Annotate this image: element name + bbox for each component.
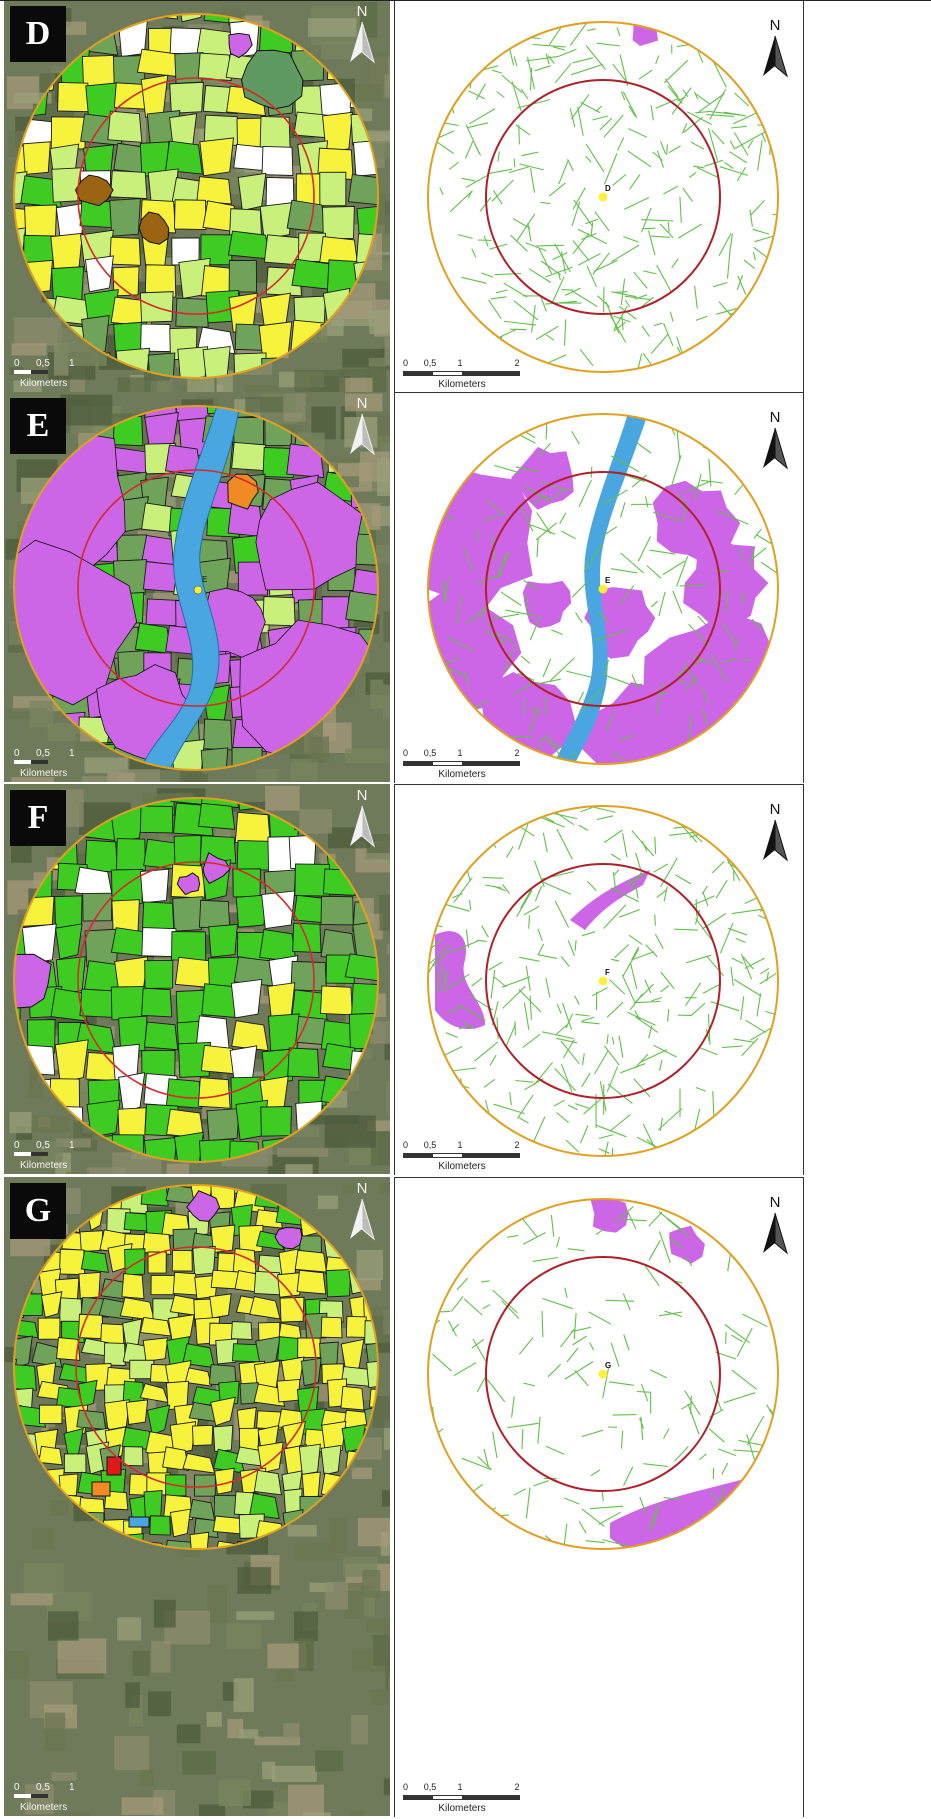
hedgerow-map-panel: D N 0 0,5 1 2 Kilometers xyxy=(394,0,804,393)
north-arrow: N xyxy=(350,787,375,848)
site-point-label: G xyxy=(605,1361,611,1370)
land-use-map-panel: N 0 0,5 1 Kilometers D xyxy=(4,0,390,392)
north-label: N xyxy=(357,3,368,20)
scale-unit-label: Kilometers xyxy=(20,1802,67,1813)
buffer-rings xyxy=(13,1184,379,1550)
scale-tick: 1 xyxy=(457,358,462,368)
scale-tick: 2 xyxy=(514,1782,519,1792)
scale-tick: 0,5 xyxy=(424,1782,437,1792)
site-point: G xyxy=(598,1361,611,1379)
scale-tick: 0 xyxy=(14,1140,20,1151)
scale-tick: 0,5 xyxy=(424,358,437,368)
frame-top-line xyxy=(0,0,931,1)
site-point: E xyxy=(193,575,207,595)
north-arrow: N xyxy=(763,801,788,862)
site-point-label: D xyxy=(605,184,611,193)
north-arrow: N xyxy=(350,395,375,456)
scale-unit-label: Kilometers xyxy=(20,768,67,779)
panel-letter: G xyxy=(10,1183,66,1239)
scale-tick: 2 xyxy=(514,1140,519,1150)
north-label: N xyxy=(770,801,781,818)
buffer-rings xyxy=(427,21,779,373)
buffer-rings xyxy=(13,13,379,379)
scale-unit-label: Kilometers xyxy=(438,379,485,390)
scale-unit-label: Kilometers xyxy=(438,1161,485,1172)
scale-tick: 0,5 xyxy=(36,748,50,759)
buffer-rings xyxy=(13,405,379,771)
north-arrow: N xyxy=(763,17,788,78)
land-features xyxy=(14,406,378,770)
buffer-rings xyxy=(427,805,779,1157)
scale-unit-label: Kilometers xyxy=(438,1803,485,1814)
north-label: N xyxy=(770,1194,781,1211)
scale-tick: 0,5 xyxy=(424,748,437,758)
scale-unit-label: Kilometers xyxy=(20,1160,67,1171)
hedgerow-map-panel: E N 0 0,5 1 2 Kilometers xyxy=(394,392,804,783)
land-use-map-panel: N 0 0,5 1 Kilometers F xyxy=(4,784,390,1174)
scale-tick: 0 xyxy=(14,1782,20,1793)
scale-tick: 0,5 xyxy=(36,358,50,369)
scale-tick: 1 xyxy=(457,1140,462,1150)
site-point: E xyxy=(598,576,611,594)
site-point-label: E xyxy=(202,575,207,584)
scale-bar: 0 0,5 1 2 Kilometers xyxy=(403,748,520,780)
north-label: N xyxy=(770,17,781,34)
panel-letter: D xyxy=(10,6,66,62)
scale-tick: 0 xyxy=(403,358,408,368)
hedgerow-lines xyxy=(428,1206,778,1549)
land-features xyxy=(14,851,231,1009)
north-label: N xyxy=(770,409,781,426)
north-label: N xyxy=(357,395,368,412)
site-point: D xyxy=(598,184,611,202)
scale-tick: 0,5 xyxy=(424,1140,437,1150)
scale-bar: 0 0,5 1 2 Kilometers xyxy=(403,1140,520,1172)
scale-tick: 1 xyxy=(457,1782,462,1792)
buffer-rings xyxy=(427,1198,779,1550)
hedgerow-map-panel: F N 0 0,5 1 2 Kilometers xyxy=(394,784,804,1175)
land-use-map-panel: N 0 0,5 1 Kilometers G xyxy=(4,1177,390,1816)
urban-areas xyxy=(428,414,778,764)
north-arrow: N xyxy=(763,1194,788,1255)
scale-tick: 0,5 xyxy=(36,1140,50,1151)
land-use-map-panel: E N 0 0,5 1 Kilometers E xyxy=(4,392,390,782)
site-point-label: F xyxy=(605,968,610,977)
scale-unit-label: Kilometers xyxy=(438,769,485,780)
scale-tick: 1 xyxy=(69,748,75,759)
scale-tick: 1 xyxy=(457,748,462,758)
scale-tick: 0 xyxy=(14,748,20,759)
panel-letter: E xyxy=(10,398,66,454)
urban-areas xyxy=(435,870,650,1030)
north-label: N xyxy=(357,1180,368,1197)
north-arrow: N xyxy=(763,409,788,470)
scale-tick: 2 xyxy=(514,358,519,368)
buffer-rings xyxy=(13,797,379,1163)
scale-bar: 0 0,5 1 2 Kilometers xyxy=(403,1782,520,1814)
site-point-label: E xyxy=(605,576,611,585)
north-label: N xyxy=(357,787,368,804)
north-arrow: N xyxy=(350,1180,375,1241)
site-point: F xyxy=(598,968,610,986)
scale-tick: 1 xyxy=(69,1782,75,1793)
hedgerow-map-panel: G N 0 0,5 1 2 Kilometers xyxy=(394,1177,804,1817)
scale-tick: 0 xyxy=(403,1140,408,1150)
scale-tick: 0,5 xyxy=(36,1782,50,1793)
scale-unit-label: Kilometers xyxy=(20,378,67,389)
urban-areas xyxy=(632,22,659,46)
scale-tick: 0 xyxy=(14,358,20,369)
scale-tick: 0 xyxy=(403,1782,408,1792)
scale-tick: 1 xyxy=(69,358,75,369)
scale-tick: 1 xyxy=(69,1140,75,1151)
hedgerow-lines xyxy=(428,22,778,372)
buffer-rings xyxy=(427,413,779,765)
scale-bar: 0 0,5 1 2 Kilometers xyxy=(403,358,520,390)
scale-tick: 2 xyxy=(514,748,519,758)
north-arrow: N xyxy=(350,3,375,64)
panel-letter: F xyxy=(10,790,66,846)
scale-tick: 0 xyxy=(403,748,408,758)
